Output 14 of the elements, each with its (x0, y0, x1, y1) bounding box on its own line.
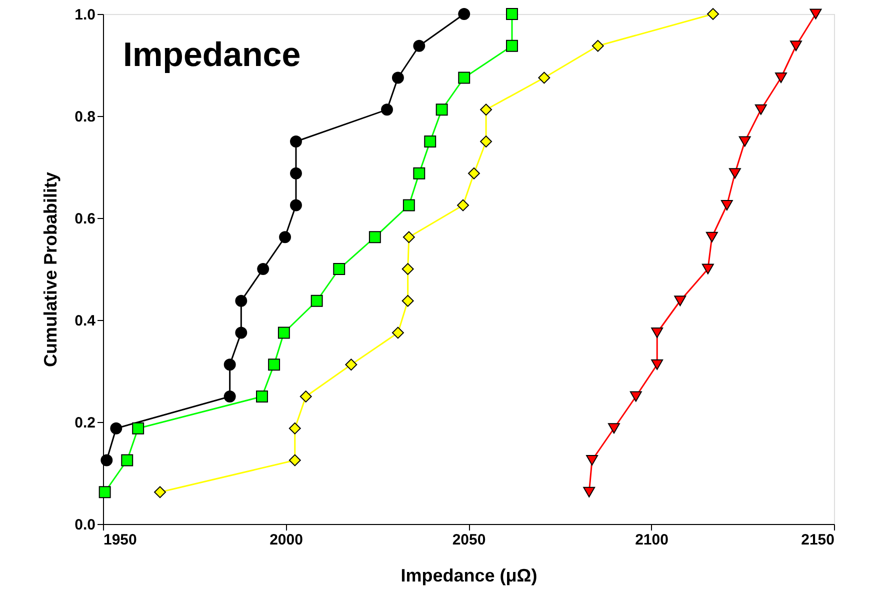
y-tick-label: 0.4 (74, 312, 96, 330)
x-tick-label: 2000 (270, 532, 303, 548)
y-tick-label: 0.2 (74, 414, 96, 432)
x-tick-label: 2050 (452, 532, 486, 548)
x-tick-label: 2100 (635, 532, 668, 548)
y-tick-label: 0.0 (74, 516, 96, 534)
x-tick-label: 2150 (801, 532, 834, 548)
y-tick-label: 1.0 (74, 6, 96, 24)
x-tick-label: 1950 (104, 532, 137, 548)
y-axis-title: Cumulative Probability (40, 172, 61, 368)
y-tick-label: 0.8 (74, 108, 96, 126)
x-axis-title: Impedance (μΩ) (400, 566, 538, 586)
y-tick-label: 0.6 (74, 210, 96, 228)
text: Impedance (123, 36, 301, 74)
